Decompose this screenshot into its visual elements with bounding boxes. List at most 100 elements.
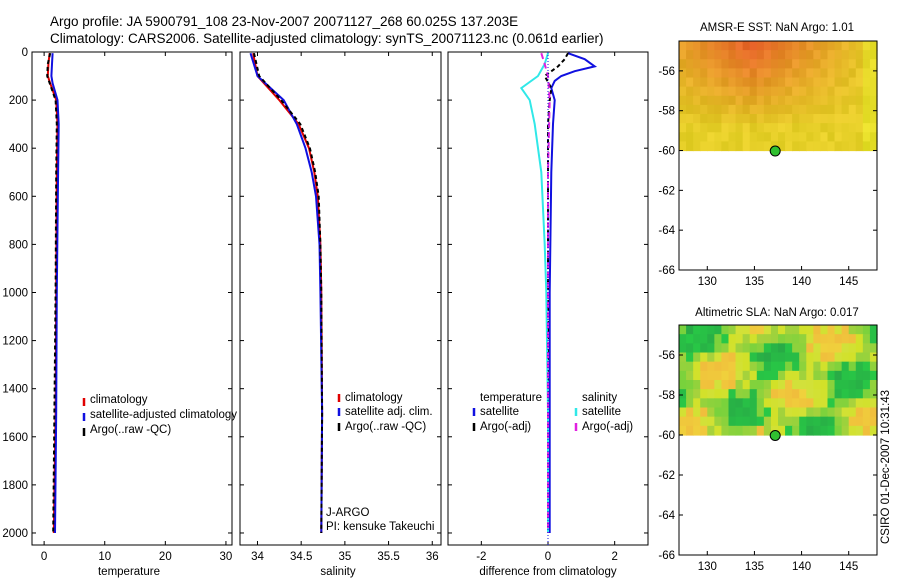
heatmap-cell xyxy=(855,68,864,79)
heatmap-cell xyxy=(785,425,793,436)
heatmap-cell xyxy=(862,343,871,354)
heatmap-cell xyxy=(770,68,779,79)
heatmap-cell xyxy=(799,114,807,124)
heatmap-cell xyxy=(799,68,807,79)
heatmap-cell xyxy=(820,104,829,115)
sla-heatmap-field xyxy=(679,325,878,436)
y-tick-label: -66 xyxy=(658,550,675,562)
heatmap-cell xyxy=(679,77,687,88)
heatmap-cell xyxy=(848,370,857,381)
heatmap-cell xyxy=(862,334,871,344)
heatmap-cell xyxy=(707,380,715,390)
heatmap-cell xyxy=(785,407,793,418)
heatmap-cell xyxy=(799,380,807,390)
y-tick-label: 200 xyxy=(9,95,28,107)
heatmap-cell xyxy=(749,425,758,436)
heatmap-cell xyxy=(820,86,829,97)
heatmap-cell xyxy=(735,389,744,399)
pi-annotation: PI: kensuke Takeuchi xyxy=(326,521,434,533)
heatmap-cell xyxy=(813,114,822,124)
legend-heading-temperature: temperature xyxy=(480,392,542,404)
heatmap-cell xyxy=(735,352,744,363)
heatmap-cell xyxy=(756,425,765,436)
heatmap-cell xyxy=(693,389,701,399)
salinity-legend: climatology satellite adj. clim. Argo(..… xyxy=(337,392,433,433)
heatmap-cell xyxy=(841,407,850,418)
y-tick-label: -66 xyxy=(658,265,675,277)
heatmap-cell xyxy=(686,389,694,399)
heatmap-cell xyxy=(763,398,772,409)
heatmap-cell xyxy=(785,343,793,354)
heatmap-cell xyxy=(735,425,744,436)
heatmap-cell xyxy=(813,334,822,344)
heatmap-cell xyxy=(869,407,878,418)
heatmap-cell xyxy=(714,132,723,142)
heatmap-cell xyxy=(813,352,822,363)
heatmap-cell xyxy=(749,407,758,418)
heatmap-cell xyxy=(813,95,822,106)
heatmap-cell xyxy=(742,325,751,335)
heatmap-cell xyxy=(869,334,878,344)
heatmap-cell xyxy=(763,407,772,418)
x-tick-label: 140 xyxy=(792,276,811,288)
heatmap-cell xyxy=(693,132,701,142)
heatmap-cell xyxy=(841,389,850,399)
heatmap-cell xyxy=(778,114,786,124)
heatmap-cell xyxy=(862,132,871,142)
heatmap-cell xyxy=(834,361,843,372)
heatmap-cell xyxy=(848,68,857,79)
heatmap-cell xyxy=(841,68,850,79)
heatmap-cell xyxy=(869,370,878,381)
heatmap-cell xyxy=(679,59,687,69)
heatmap-cell xyxy=(721,50,730,60)
difference-xlabel: difference from climatology xyxy=(479,566,616,578)
heatmap-cell xyxy=(792,68,800,79)
y-tick-label: -56 xyxy=(658,350,675,362)
heatmap-cell xyxy=(714,343,723,354)
heatmap-cell xyxy=(763,343,772,354)
heatmap-cell xyxy=(714,361,723,372)
heatmap-cell xyxy=(848,77,857,88)
heatmap-cell xyxy=(820,50,829,60)
temperature-panel: 0 10 20 30 0 200 400 600 800 1000 1200 1400 1600 1800… xyxy=(2,47,237,578)
heatmap-cell xyxy=(686,425,694,436)
heatmap-cell xyxy=(785,416,793,427)
heatmap-cell xyxy=(714,352,723,363)
heatmap-cell xyxy=(806,141,814,152)
heatmap-cell xyxy=(862,95,871,106)
heatmap-cell xyxy=(714,141,723,152)
sst-profile-location-marker xyxy=(769,145,781,157)
heatmap-cell xyxy=(813,59,822,69)
heatmap-cell xyxy=(834,389,843,399)
heatmap-cell xyxy=(806,123,814,133)
heatmap-cell xyxy=(827,352,836,363)
legend-label-satellite: satellite-adjusted climatology xyxy=(90,409,237,421)
heatmap-cell xyxy=(763,132,772,142)
heatmap-cell xyxy=(778,77,786,88)
heatmap-cell xyxy=(806,398,814,409)
heatmap-cell xyxy=(679,370,687,381)
series-line xyxy=(253,52,324,534)
heatmap-cell xyxy=(841,141,850,152)
heatmap-cell xyxy=(820,114,829,124)
temperature-xlabel: temperature xyxy=(98,566,160,578)
heatmap-cell xyxy=(848,380,857,390)
heatmap-cell xyxy=(693,398,701,409)
heatmap-cell xyxy=(749,416,758,427)
x-tick-label: 135 xyxy=(745,276,764,288)
heatmap-cell xyxy=(679,416,687,427)
heatmap-cell xyxy=(728,104,737,115)
heatmap-cell xyxy=(763,352,772,363)
heatmap-cell xyxy=(735,407,744,418)
heatmap-cell xyxy=(679,425,687,436)
heatmap-cell xyxy=(813,77,822,88)
heatmap-cell xyxy=(869,416,878,427)
heatmap-cell xyxy=(721,68,730,79)
heatmap-cell xyxy=(707,361,715,372)
heatmap-cell xyxy=(841,343,850,354)
heatmap-cell xyxy=(756,114,765,124)
heatmap-cell xyxy=(742,416,751,427)
y-tick-label: -56 xyxy=(658,66,675,78)
heatmap-cell xyxy=(820,389,829,399)
legend-label-climatology: climatology xyxy=(345,392,403,404)
